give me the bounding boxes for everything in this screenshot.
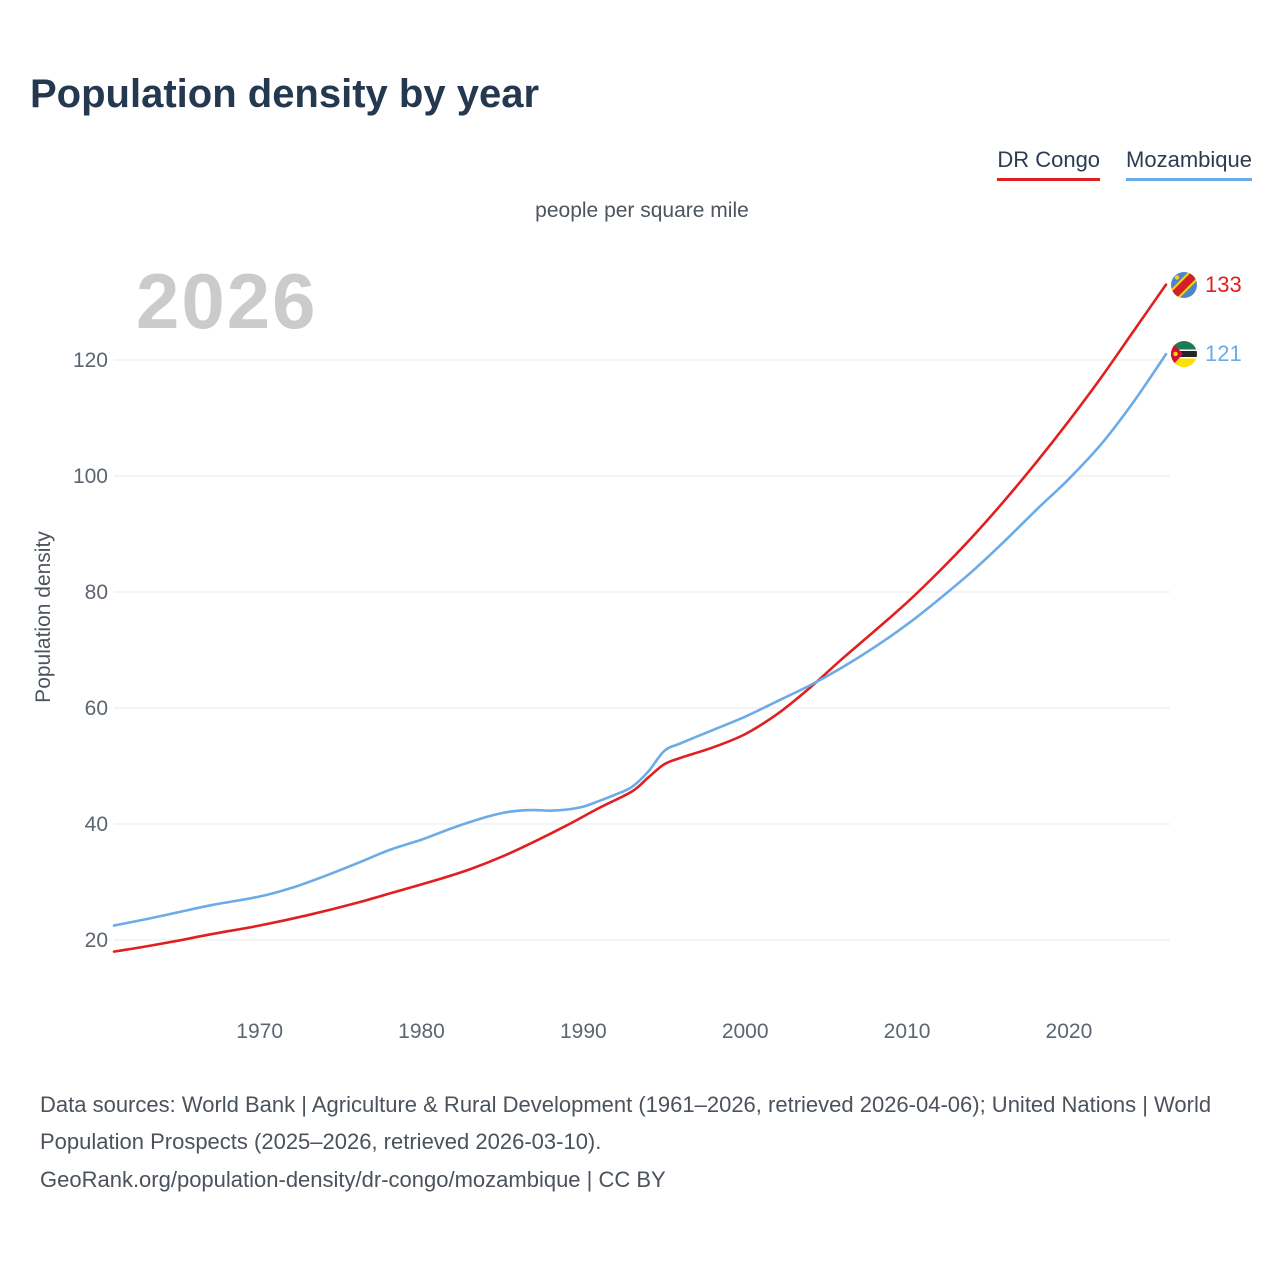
chart-subtitle: people per square mile: [535, 199, 749, 222]
svg-text:2010: 2010: [884, 1020, 931, 1043]
svg-text:40: 40: [85, 813, 108, 836]
svg-text:80: 80: [85, 581, 108, 604]
attribution-text: GeoRank.org/population-density/dr-congo/…: [40, 1166, 666, 1192]
legend-item-dr-congo[interactable]: DR Congo: [997, 147, 1101, 181]
data-sources-text: Data sources: World Bank | Agriculture &…: [40, 1092, 1212, 1155]
series-end-marker-dr-congo: 133: [1171, 271, 1242, 298]
legend-item-mozambique[interactable]: Mozambique: [1126, 147, 1252, 181]
svg-text:20: 20: [85, 929, 108, 952]
svg-text:1970: 1970: [236, 1020, 283, 1043]
svg-text:1980: 1980: [398, 1020, 445, 1043]
dr-congo-flag-icon: [1171, 271, 1197, 298]
svg-text:1990: 1990: [560, 1020, 607, 1043]
svg-text:60: 60: [85, 697, 108, 720]
page-title: Population density by year: [30, 72, 540, 116]
svg-text:2000: 2000: [722, 1020, 769, 1043]
series-end-value-mozambique: 121: [1205, 341, 1242, 367]
series-end-marker-mozambique: 121: [1171, 341, 1242, 368]
series-end-value-dr-congo: 133: [1205, 271, 1242, 297]
svg-text:120: 120: [73, 349, 108, 372]
watermark-year: 2026: [136, 257, 318, 345]
footer: Data sources: World Bank | Agriculture &…: [40, 1086, 1256, 1198]
legend: DR Congo Mozambique: [997, 147, 1252, 181]
mozambique-flag-icon: [1171, 341, 1197, 368]
svg-text:2020: 2020: [1046, 1020, 1093, 1043]
svg-text:100: 100: [73, 465, 108, 488]
